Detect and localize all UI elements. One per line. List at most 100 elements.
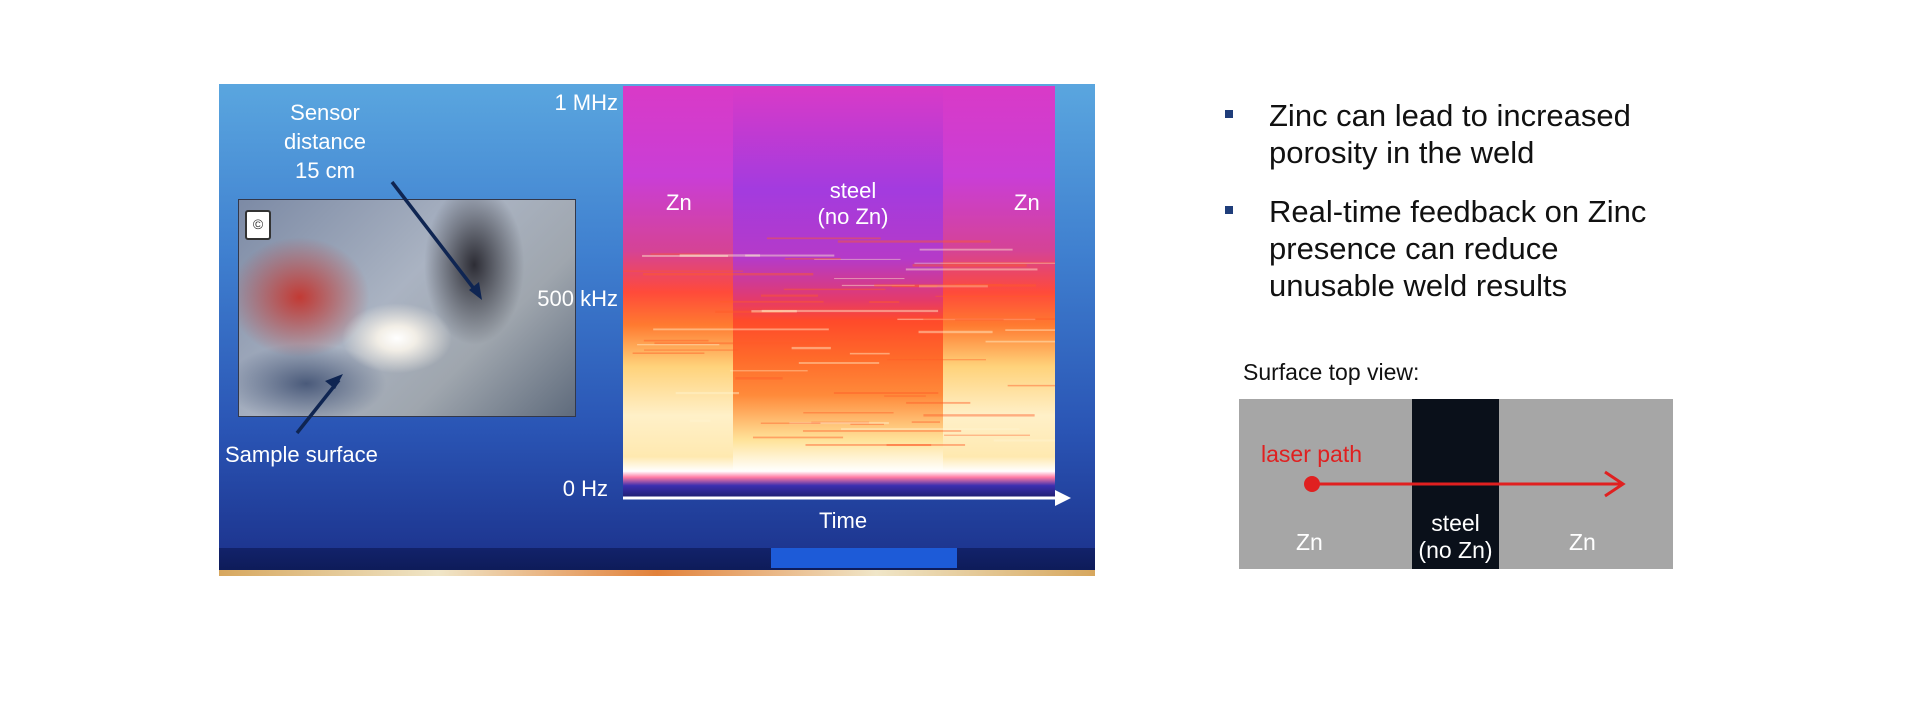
spectrogram-streak [834, 278, 905, 280]
spectrogram-zn-right-region [943, 86, 1055, 498]
zone-label-zn-left: Zn [1296, 529, 1323, 555]
spectrogram-streak [837, 240, 991, 243]
zone-label-steel-line2: (no Zn) [1418, 537, 1493, 563]
bullet-1-line2: porosity in the weld [1269, 135, 1535, 170]
spectrogram-streak [955, 284, 1003, 286]
spectrogram-streak [766, 237, 881, 240]
sensor-distance-line1: Sensor [290, 100, 360, 125]
spectrogram-streak [761, 294, 819, 297]
sensor-distance-line2: distance [284, 129, 366, 154]
axis-label-500khz: 500 kHz [537, 286, 618, 311]
spectrogram-streak [985, 340, 1055, 343]
spectrogram-streak [887, 359, 986, 361]
spectrogram-streaks [623, 237, 1055, 447]
spectrogram-streak [720, 300, 824, 303]
spectrogram-streak [919, 248, 1013, 251]
bullet-2-line1: Real-time feedback on Zinc [1269, 194, 1647, 229]
spectrogram-streak [798, 362, 880, 364]
spectrogram-streak [745, 254, 835, 257]
spectrogram-streak [806, 338, 828, 341]
spectrogram-streak [918, 330, 993, 334]
spectrogram-streak [841, 284, 915, 287]
spectrogram-streak [1005, 329, 1055, 331]
surface-top-view-diagram: laser path Zn steel (no Zn) Zn [1239, 399, 1673, 569]
spectrogram-streak [783, 288, 886, 291]
spectrogram-streak [874, 284, 1037, 287]
spectrogram-streak [911, 421, 941, 423]
sample-arrowhead [325, 374, 343, 389]
sensor-arrow-line [390, 180, 480, 296]
bullet-marker [1225, 110, 1233, 118]
spectrogram-streak [850, 423, 884, 426]
spectrogram-streak [675, 392, 739, 395]
spectrogram-streak [789, 422, 889, 425]
spectrogram-streak [802, 430, 962, 432]
spectrogram-streak [841, 428, 1020, 431]
region-label-steel: steel (no Zn) [803, 178, 903, 230]
spectrogram-streak [891, 285, 938, 288]
spectrogram-streak [679, 254, 761, 257]
sensor-distance-line3: 15 cm [295, 158, 355, 183]
time-axis-arrowhead [1055, 490, 1071, 506]
bullet-2-line2: presence can reduce [1269, 231, 1559, 266]
sensor-arrowhead [469, 282, 482, 300]
spectrogram-streak [784, 258, 841, 260]
axis-label-time: Time [819, 508, 868, 533]
laser-path-arrow [1304, 470, 1626, 498]
spectrogram-streak [761, 309, 939, 313]
spectrogram-streak [847, 338, 886, 341]
spectrogram-streak [993, 439, 1055, 442]
spectrogram-streak [689, 419, 711, 422]
spectrogram-streak [752, 436, 844, 439]
sensor-distance-label: Sensor distance 15 cm [275, 98, 375, 185]
annotation-overlay [295, 180, 1071, 506]
spectrogram-streak [637, 344, 720, 346]
spectrogram-streak [791, 346, 831, 350]
zone-label-steel-line1: steel [1431, 510, 1480, 536]
bullet-marker [1225, 206, 1233, 214]
spectrogram-streak [623, 270, 744, 272]
zone-label-zn-right: Zn [1569, 529, 1596, 555]
spectrogram-streak [833, 392, 939, 394]
axis-label-0hz: 0 Hz [562, 476, 608, 501]
spectrogram-streak [803, 412, 894, 414]
bullet-1-line1: Zinc can lead to increased [1269, 98, 1631, 133]
spectrogram-streak [650, 253, 701, 255]
spectrogram-streak [940, 262, 1055, 264]
spectrogram-screenshot: © 1 MHz 500 kHz 0 Hz Time Zn steel (no Z… [219, 84, 1095, 576]
spectrogram-streak [935, 295, 1055, 297]
spectrogram-streak [730, 370, 808, 372]
region-label-steel-line1: steel [829, 178, 877, 203]
spectrogram-streak [654, 342, 816, 345]
region-label-zn-right: Zn [1014, 190, 1040, 215]
spectrogram-streak [849, 352, 890, 355]
spectrogram-heatmap [623, 86, 1055, 498]
spectrogram-streak [632, 352, 705, 354]
bullet-2-line3: unusable weld results [1269, 268, 1568, 303]
spectrogram-streak [715, 310, 783, 313]
region-label-zn-left: Zn [666, 190, 692, 215]
setup-photo: © [238, 199, 576, 417]
bullet-text-2: Real-time feedback on Zinc presence can … [1269, 193, 1729, 304]
spectrogram-streak [735, 377, 783, 380]
region-label-steel-line2: (no Zn) [817, 204, 889, 229]
spectrogram-streak [914, 262, 1055, 264]
spectrogram-streak [905, 268, 1038, 271]
spectrogram-streak [751, 310, 797, 313]
spectrogram-streak [955, 319, 1004, 321]
axis-label-1mhz: 1 MHz [554, 90, 618, 115]
spectrogram-streak [912, 264, 1027, 267]
spectrogram-streak [814, 258, 901, 260]
spectrogram-streak [918, 284, 988, 288]
spectrogram-streak [906, 401, 971, 404]
bullet-text-1: Zinc can lead to increased porosity in t… [1269, 97, 1729, 171]
surface-top-view-title: Surface top view: [1243, 359, 1420, 385]
spectrogram-streak [644, 349, 739, 351]
spectrogram-streak [760, 422, 821, 424]
spectrogram-steel-region [733, 86, 943, 498]
status-strip [219, 548, 1095, 576]
zone-label-steel: steel (no Zn) [1412, 510, 1499, 564]
waveform-strip [219, 570, 1095, 576]
spectrogram-streak [643, 273, 814, 276]
timeline-selection [771, 548, 957, 568]
